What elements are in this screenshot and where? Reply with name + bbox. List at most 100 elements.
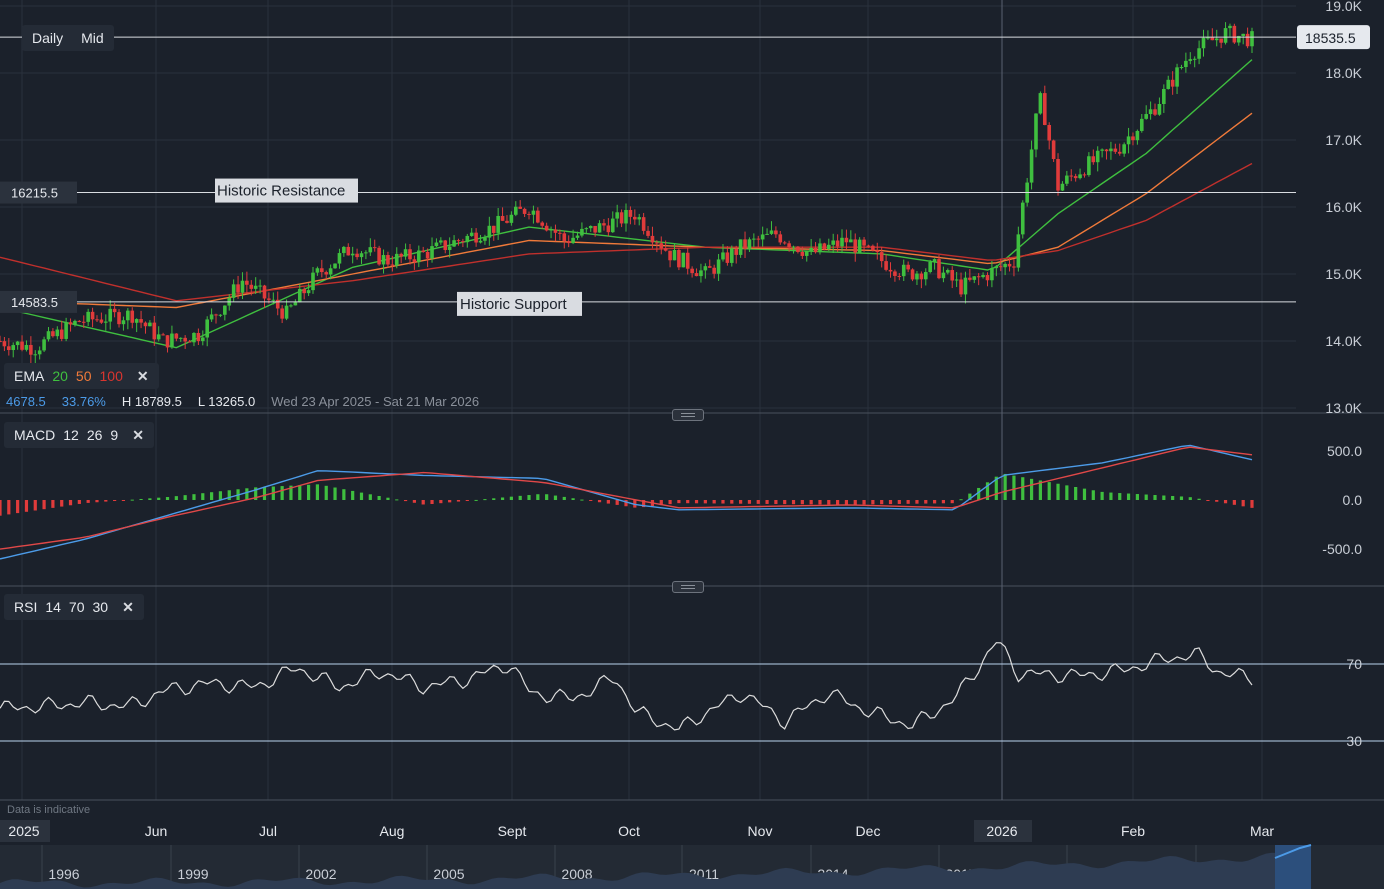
macd-histogram-bar (192, 494, 196, 500)
candle-body (725, 252, 730, 263)
candle-body (271, 299, 276, 301)
x-axis-year-tag (974, 820, 1032, 842)
macd-histogram-bar (888, 500, 893, 505)
candle-body (262, 285, 267, 299)
candle-body (522, 208, 527, 214)
candle-body (901, 264, 906, 277)
ema-legend[interactable]: EMA 20 50 100 ✕ (4, 363, 159, 389)
candle-body (134, 319, 139, 323)
candle-body (430, 246, 434, 259)
candle-body (1148, 109, 1153, 115)
macd-histogram-bar (113, 500, 117, 501)
resistance-price-tag (0, 181, 77, 204)
macd-histogram-bar (289, 485, 293, 500)
macd-histogram-bar (871, 500, 875, 505)
candle-body (1228, 25, 1232, 29)
macd-histogram-bar (1162, 495, 1166, 500)
candle-body (1029, 149, 1034, 183)
candle-body (412, 259, 417, 263)
candle-body (1012, 266, 1016, 268)
candle-body (483, 237, 487, 241)
candle-body (15, 341, 20, 346)
rsi-legend[interactable]: RSI 14 70 30 ✕ (4, 594, 144, 620)
candle-body (809, 247, 813, 252)
macd-histogram-bar (104, 500, 108, 502)
candle-body (1047, 124, 1052, 141)
candle-body (1007, 263, 1012, 267)
candle-body (280, 308, 284, 319)
candle-body (1131, 136, 1135, 141)
candle-body (1100, 149, 1104, 151)
candle-body (474, 232, 478, 243)
support-label-box (457, 291, 582, 316)
close-icon[interactable]: ✕ (136, 367, 149, 384)
candle-body (716, 259, 721, 274)
candle-body (1179, 67, 1184, 69)
candle-body (954, 279, 959, 281)
pane-resize-handle[interactable] (672, 409, 704, 421)
close-icon[interactable]: ✕ (122, 598, 134, 615)
macd-legend[interactable]: MACD 12 26 9 ✕ (4, 422, 154, 448)
candle-body (245, 280, 249, 285)
macd-histogram-bar (906, 500, 910, 504)
macd-histogram-bar (597, 500, 602, 503)
ema-period-20: 20 (52, 368, 68, 384)
candle-body (108, 308, 113, 322)
ema-period-100: 100 (99, 368, 123, 384)
price-type-button[interactable]: Mid (81, 30, 104, 46)
interval-button[interactable]: Daily (32, 30, 64, 46)
signal-line (0, 446, 1253, 550)
macd-histogram-bar (580, 499, 584, 501)
candle-body (20, 341, 24, 350)
candle-body (258, 285, 262, 287)
macd-histogram-bar (677, 500, 681, 504)
candle-body (152, 322, 157, 340)
candle-body (527, 213, 531, 215)
candle-body (831, 240, 835, 245)
candle-body (231, 284, 236, 298)
candle-body (562, 233, 567, 242)
candle-body (447, 246, 452, 250)
macd-histogram-bar (765, 500, 769, 504)
candle-body (399, 253, 403, 257)
candle-body (29, 344, 33, 355)
candle-body (99, 319, 104, 323)
macd-histogram-bar (430, 500, 434, 505)
candle-body (1020, 202, 1025, 235)
macd-histogram-bar (509, 496, 513, 500)
candle-body (1135, 130, 1140, 141)
candle-body (787, 243, 791, 248)
macd-histogram-bar (694, 500, 699, 504)
candle-body (46, 331, 51, 340)
candle-body (333, 263, 337, 269)
macd-histogram-bar (1188, 497, 1192, 500)
candle-body (571, 237, 575, 244)
y-axis: 19.0K 18.0K 17.0K 16.0K 15.0K 14.0K 13.0K (1325, 0, 1362, 416)
candle-body (73, 320, 77, 325)
pane-resize-handle[interactable] (672, 581, 704, 593)
candle-body (1206, 37, 1210, 39)
macd-tick-label: 0.0 (1343, 492, 1363, 508)
close-icon[interactable]: ✕ (132, 426, 144, 443)
macd-histogram-bar (324, 485, 328, 500)
macd-histogram-bar (183, 495, 187, 500)
macd-histogram-bar (915, 500, 919, 504)
macd-histogram-bar (500, 497, 505, 500)
candle-body (156, 334, 161, 340)
candle-body (1065, 175, 1069, 184)
candle-body (417, 250, 421, 263)
candle-body (694, 273, 699, 277)
candle-body (923, 272, 928, 280)
candle-body (37, 350, 42, 355)
last-price-tag (1297, 25, 1370, 50)
candle-body (1056, 158, 1060, 191)
candle-body (672, 249, 677, 261)
macd-histogram-bar (16, 500, 20, 514)
candle-body (1241, 33, 1245, 36)
macd-histogram-bar (245, 488, 249, 500)
candle-body (196, 332, 201, 342)
x-axis-label: Mar (1250, 823, 1274, 839)
candle-body (1078, 174, 1082, 179)
macd-histogram-bar (721, 500, 725, 504)
